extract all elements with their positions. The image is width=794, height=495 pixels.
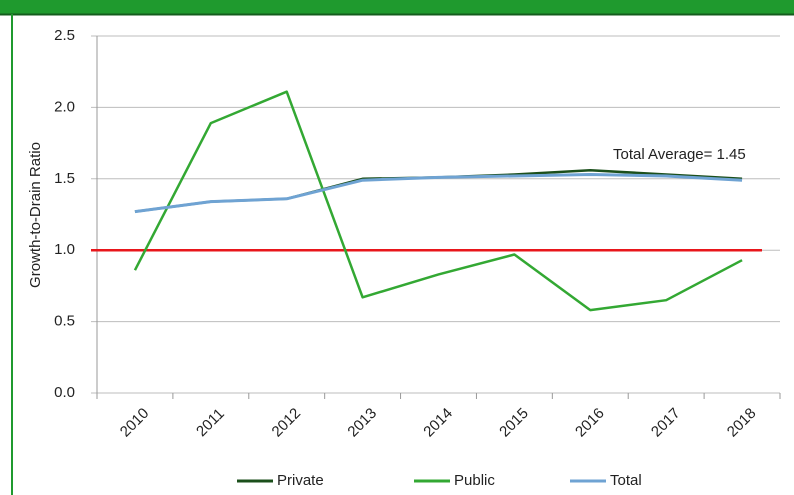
y-tick-label: 0.0: [54, 384, 75, 401]
x-tick-label: 2014: [420, 405, 456, 441]
legend-label: Public: [454, 472, 495, 489]
series-line: [134, 173, 743, 214]
series-line: [133, 90, 743, 312]
annotation: Total Average= 1.45: [613, 146, 746, 163]
x-tick-label: 2011: [193, 405, 228, 440]
x-tick-label: 2010: [117, 405, 153, 441]
x-tick-label: 2015: [496, 405, 532, 441]
y-tick-label: 2.0: [54, 98, 75, 115]
x-tick-label: 2012: [269, 405, 305, 441]
legend-label: Private: [277, 472, 324, 489]
x-tick-label: 2017: [648, 405, 684, 441]
y-tick-label: 1.5: [54, 170, 75, 187]
y-tick-label: 0.5: [54, 313, 75, 330]
y-tick-label: 1.0: [54, 241, 75, 258]
y-axis-label: Growth-to-Drain Ratio: [27, 142, 44, 288]
header-bar: [0, 0, 794, 14]
y-tick-label: 2.5: [54, 27, 75, 44]
x-tick-label: 2018: [724, 405, 760, 441]
x-tick-label: 2013: [344, 405, 380, 441]
legend-label: Total: [610, 472, 642, 489]
x-tick-label: 2016: [572, 405, 608, 441]
